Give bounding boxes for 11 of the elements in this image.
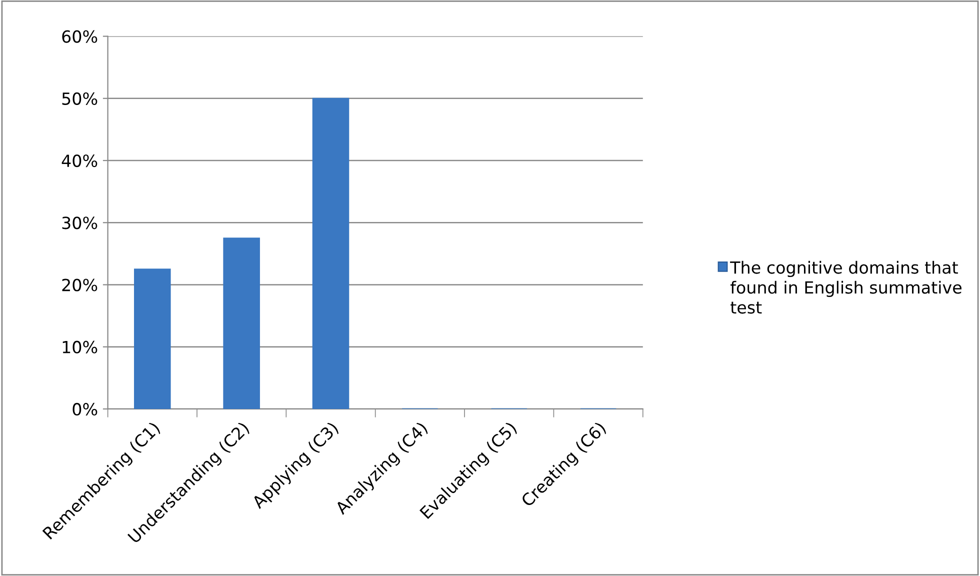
y-tick-label: 30% [62,216,98,230]
y-tick-label: 40% [62,154,98,168]
y-tick-label: 50% [62,92,98,105]
y-tick-label: 60% [62,30,98,43]
y-tick-label: 20% [62,278,98,292]
y-tick-label: 10% [62,340,98,354]
bar [312,98,350,409]
legend-label: The cognitive domains that found in English summative test [730,260,962,314]
y-tick-label: 0% [72,402,98,416]
bar [223,238,260,409]
bar [134,268,171,409]
